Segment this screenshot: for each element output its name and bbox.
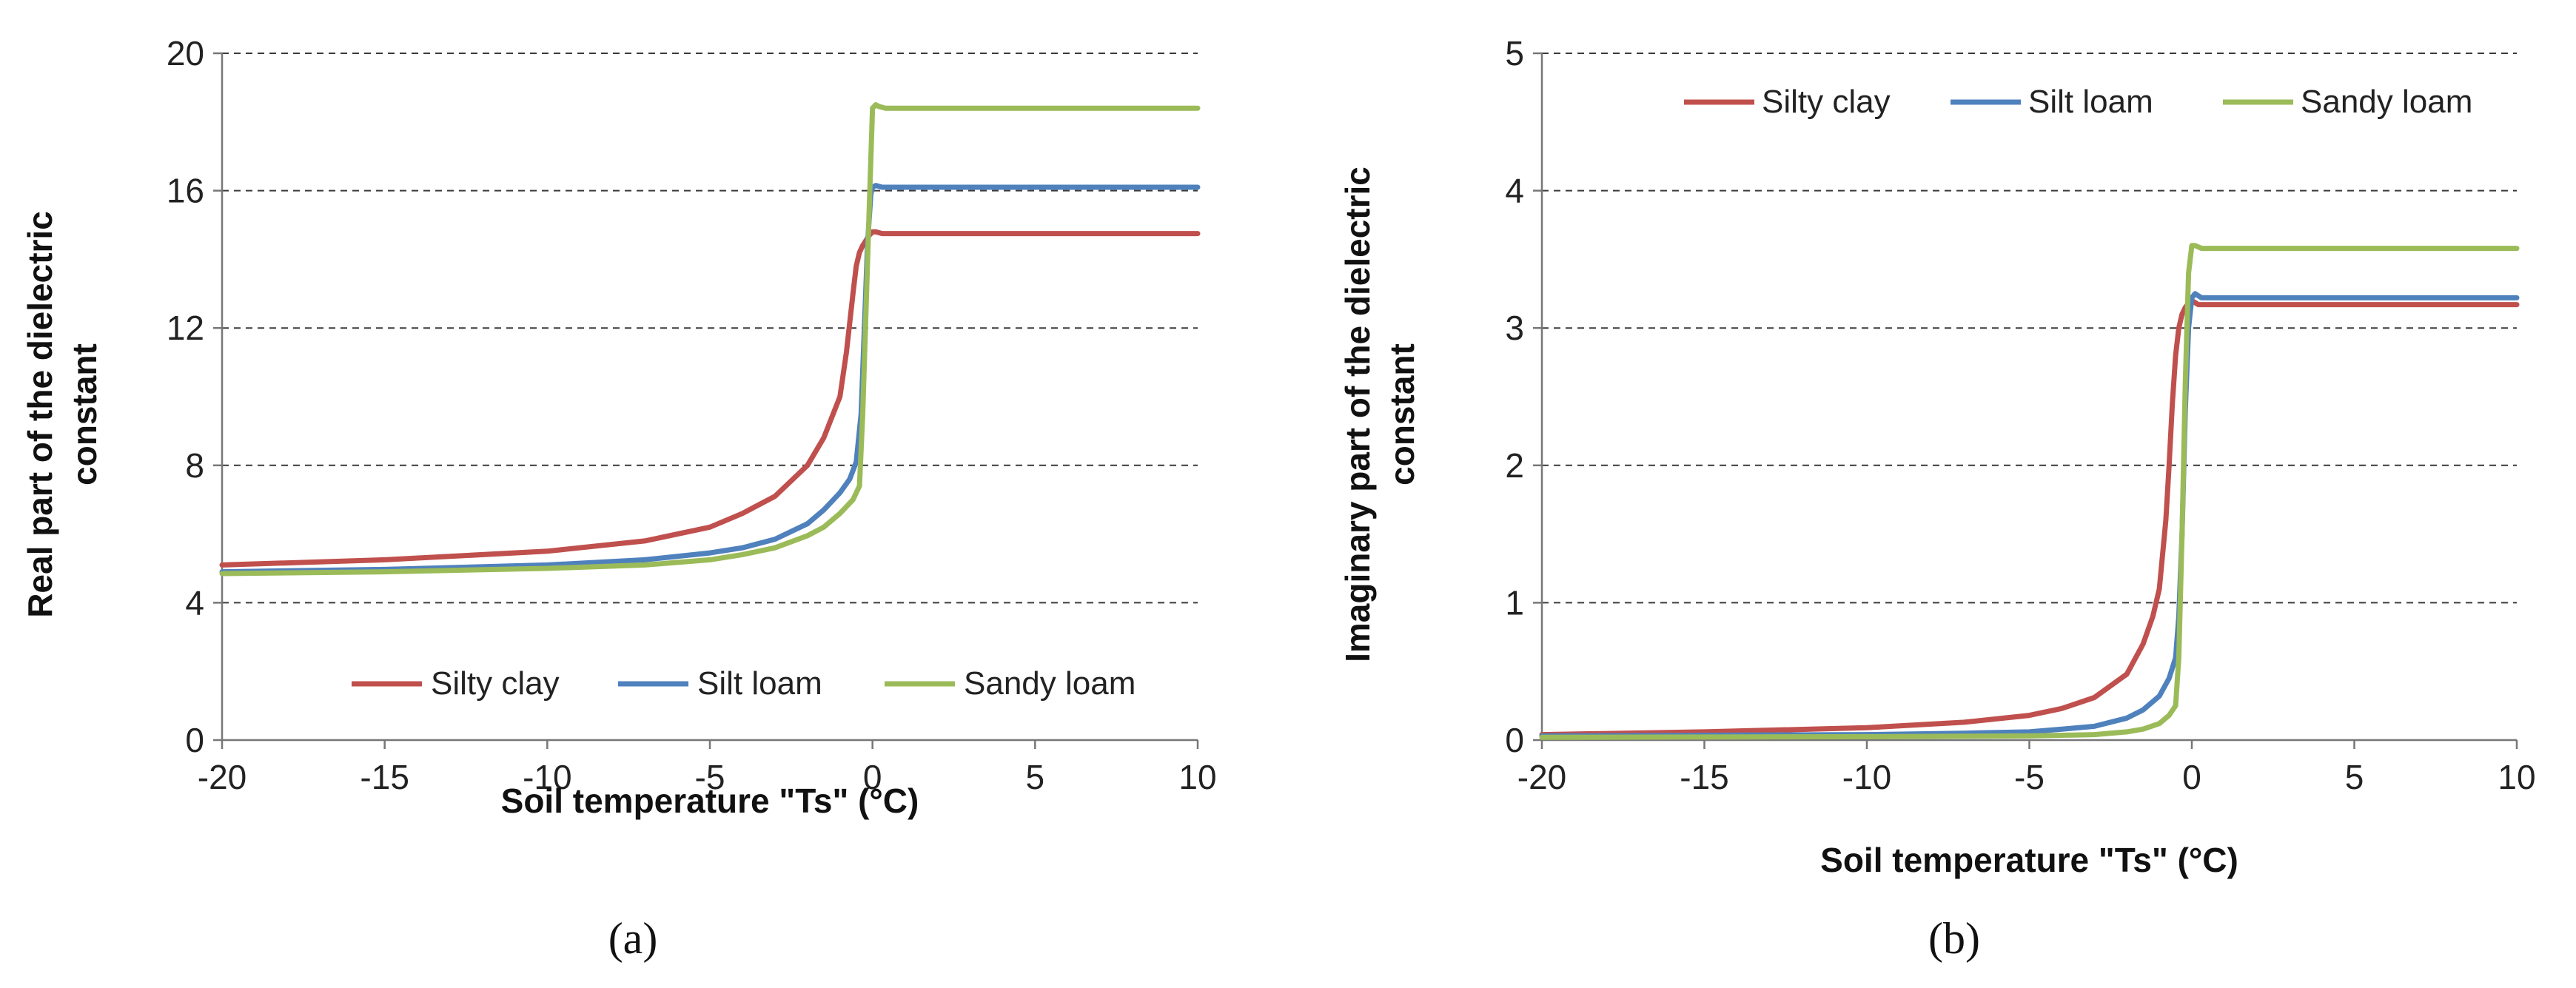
series-line-sandy-loam xyxy=(1539,243,2520,740)
x-tick-label: -15 xyxy=(360,758,409,796)
x-tick-label: 10 xyxy=(1178,758,1216,796)
y-tick-label: 20 xyxy=(167,34,204,73)
panel-label: (a) xyxy=(608,914,658,963)
panel-label: (b) xyxy=(1928,914,1980,963)
series-line-silty-clay xyxy=(219,229,1201,568)
y-axis-title-line: constant xyxy=(65,343,104,485)
legend-label: Silt loam xyxy=(2028,84,2153,120)
chart-panel-a: 0 4 8 12 16 20 -20 -15 -10 -5 0 5 10 Soil temperature… xyxy=(21,34,1217,963)
legend: Silty clay Silt loam Sandy loam xyxy=(352,665,1136,702)
y-tick-label: 16 xyxy=(167,172,204,210)
x-tick-label: 5 xyxy=(1026,758,1045,796)
y-tick-label: 2 xyxy=(1505,446,1524,485)
legend-label: Silty clay xyxy=(431,665,560,702)
y-tick-label: 12 xyxy=(167,309,204,347)
y-tick-label: 5 xyxy=(1505,34,1524,73)
series-line-silt-loam xyxy=(1539,291,2520,739)
y-axis-title-line: Real part of the dielectric xyxy=(21,211,59,618)
legend-label: Sandy loam xyxy=(964,665,1136,702)
y-tick-label: 8 xyxy=(185,446,204,485)
x-tick-label: -10 xyxy=(523,758,571,796)
x-tick-label: -5 xyxy=(695,758,725,796)
legend-label: Sandy loam xyxy=(2301,84,2472,120)
x-tick-label: -20 xyxy=(1517,758,1566,796)
x-tick-label: -5 xyxy=(2014,758,2045,796)
x-tick-label: -15 xyxy=(1680,758,1728,796)
x-tick-label: 5 xyxy=(2345,758,2364,796)
y-axis-title-line: Imaginary part of the dielectric xyxy=(1338,167,1377,662)
series-line-silt-loam xyxy=(219,183,1201,575)
series-line-silty-clay xyxy=(1539,298,2520,738)
x-tick-label: 0 xyxy=(863,758,882,796)
x-tick-label: -10 xyxy=(1842,758,1891,796)
y-tick-label: 4 xyxy=(185,583,204,622)
x-axis-title: Soil temperature "Ts" (°C) xyxy=(1820,841,2238,879)
x-tick-label: -20 xyxy=(198,758,246,796)
chart-panel-b: 0 1 2 3 4 5 -20 -15 -10 -5 0 5 10 Soil temperature "T… xyxy=(1338,34,2536,963)
y-tick-label: 0 xyxy=(1505,721,1524,759)
y-tick-label: 4 xyxy=(1505,172,1524,210)
x-tick-label: 0 xyxy=(2182,758,2201,796)
y-tick-label: 0 xyxy=(185,721,204,759)
series-line-sandy-loam xyxy=(219,102,1201,577)
x-tick-label: 10 xyxy=(2498,758,2535,796)
legend-label: Silty clay xyxy=(1762,84,1891,120)
x-axis-title: Soil temperature "Ts" (°C) xyxy=(501,782,919,820)
legend-label: Silt loam xyxy=(697,665,822,702)
y-tick-label: 3 xyxy=(1505,309,1524,347)
legend: Silty clay Silt loam Sandy loam xyxy=(1684,84,2472,120)
y-tick-label: 1 xyxy=(1505,583,1524,622)
y-axis-title-line: constant xyxy=(1383,343,1421,485)
